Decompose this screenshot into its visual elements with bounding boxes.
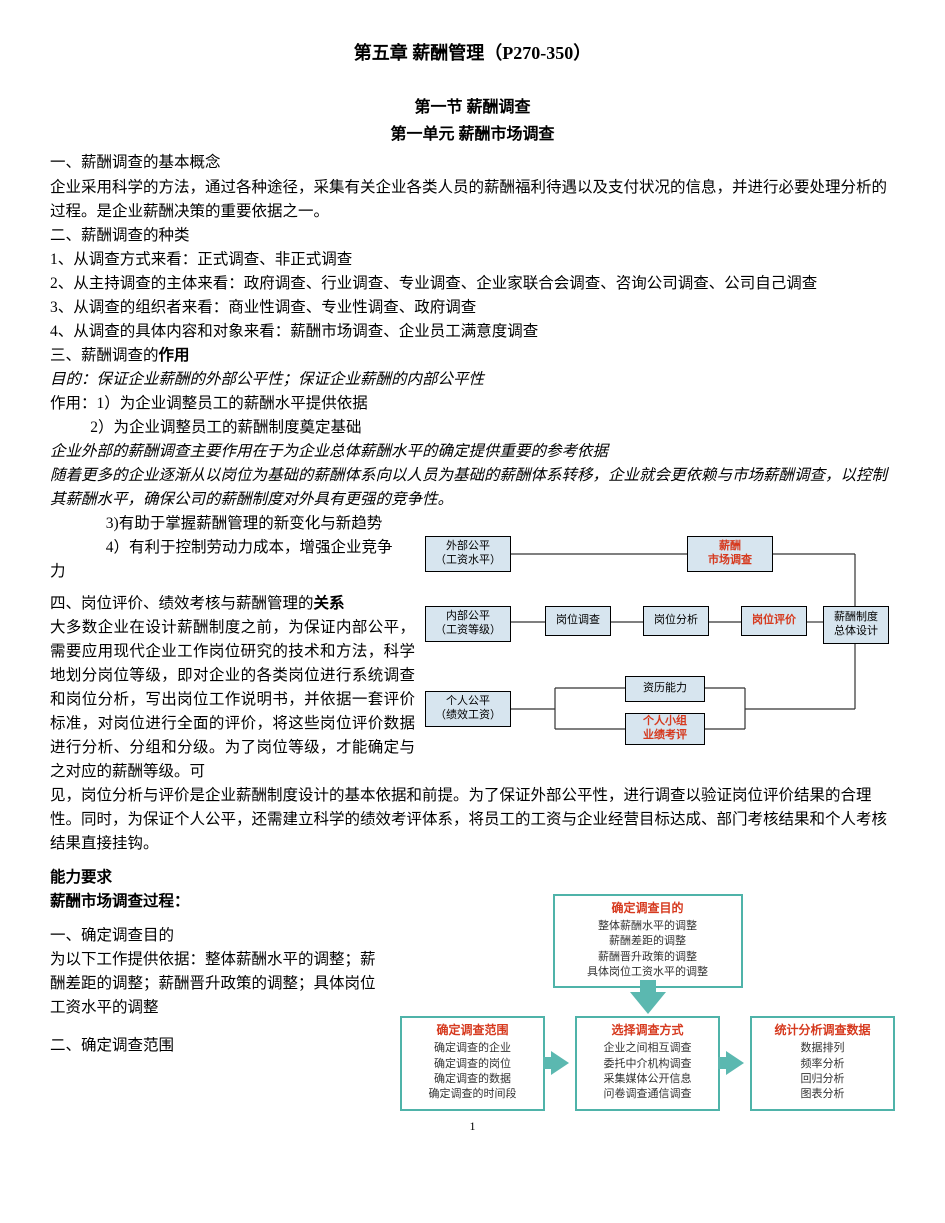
process-box-title: 选择调查方式	[583, 1022, 712, 1039]
list-item: 1、从调查方式来看：正式调查、非正式调查	[50, 248, 895, 272]
process-box-line: 委托中介机构调查	[583, 1057, 712, 1072]
heading-3-bold: 作用	[159, 347, 190, 364]
paragraph: 2）为企业调整员工的薪酬制度奠定基础	[50, 416, 895, 440]
paragraph: 大多数企业在设计薪酬制度之前，为保证内部公平，需要应用现代企业工作岗位研究的技术…	[50, 616, 415, 784]
chapter-title: 第五章 薪酬管理（P270-350）	[50, 40, 895, 68]
process-box-line: 具体岗位工资水平的调整	[561, 965, 735, 980]
process-box-line: 数据排列	[758, 1041, 887, 1056]
section-title: 第一节 薪酬调查	[50, 96, 895, 121]
spacer	[50, 584, 415, 592]
italic-paragraph: 目的：保证企业薪酬的外部公平性；保证企业薪酬的内部公平性	[50, 368, 895, 392]
process-box-line: 频率分析	[758, 1057, 887, 1072]
list-item: 2、从主持调查的主体来看：政府调查、行业调查、专业调查、企业家联合会调查、咨询公…	[50, 272, 895, 296]
flow-box-internal-fair: 内部公平（工资等级）	[425, 606, 511, 642]
italic-paragraph: 随着更多的企业逐渐从以岗位为基础的薪酬体系向以人员为基础的薪酬体系转移，企业就会…	[50, 464, 895, 512]
flow-box-job-analysis: 岗位分析	[643, 606, 709, 636]
paragraph: 力	[50, 560, 415, 584]
heading-4-text: 四、岗位评价、绩效考核与薪酬管理的	[50, 595, 314, 612]
process-box-line: 确定调查的企业	[408, 1041, 537, 1056]
arrow-right-icon	[726, 1051, 744, 1075]
heading-4: 四、岗位评价、绩效考核与薪酬管理的关系	[50, 592, 415, 616]
diagram-2: 确定调查目的 整体薪酬水平的调整 薪酬差距的调整 薪酬晋升政策的调整 具体岗位工…	[400, 890, 895, 1111]
heading-ability: 能力要求	[50, 866, 895, 890]
heading-4-bold: 关系	[314, 595, 345, 612]
process-box-line: 整体薪酬水平的调整	[561, 919, 735, 934]
text-column: 薪酬市场调查过程： 一、确定调查目的 为以下工作提供依据：整体薪酬水平的调整；薪…	[50, 890, 390, 1058]
list-item: 4、从调查的具体内容和对象来看：薪酬市场调查、企业员工满意度调查	[50, 320, 895, 344]
heading-step-1: 一、确定调查目的	[50, 924, 390, 948]
paragraph: 见，岗位分析与评价是企业薪酬制度设计的基本依据和前提。为了保证外部公平性，进行调…	[50, 784, 895, 856]
process-box-line: 问卷调查通信调查	[583, 1087, 712, 1102]
process-box-title: 确定调查范围	[408, 1022, 537, 1039]
process-box-line: 企业之间相互调查	[583, 1041, 712, 1056]
process-box-line: 薪酬晋升政策的调整	[561, 950, 735, 965]
flow-box-performance-review: 个人小组业绩考评	[625, 713, 705, 745]
text-column: 4）有利于控制劳动力成本，增强企业竞争 力 四、岗位评价、绩效考核与薪酬管理的关…	[50, 536, 415, 784]
flow-box-job-survey: 岗位调查	[545, 606, 611, 636]
unit-title: 第一单元 薪酬市场调查	[50, 123, 895, 148]
process-box-top: 确定调查目的 整体薪酬水平的调整 薪酬差距的调整 薪酬晋升政策的调整 具体岗位工…	[553, 894, 743, 988]
heading-3-text: 三、薪酬调查的	[50, 347, 159, 364]
process-box-analysis: 统计分析调查数据 数据排列 频率分析 回归分析 图表分析	[750, 1016, 895, 1110]
process-box-title: 统计分析调查数据	[758, 1022, 887, 1039]
arrow-down-icon	[400, 992, 895, 1014]
heading-process: 薪酬市场调查过程：	[50, 890, 390, 914]
process-box-method: 选择调查方式 企业之间相互调查 委托中介机构调查 采集媒体公开信息 问卷调查通信…	[575, 1016, 720, 1110]
flow-box-job-evaluation: 岗位评价	[741, 606, 807, 636]
page-number: 1	[50, 1117, 895, 1136]
document-page: 第五章 薪酬管理（P270-350） 第一节 薪酬调查 第一单元 薪酬市场调查 …	[0, 0, 945, 1155]
heading-step-2: 二、确定调查范围	[50, 1034, 390, 1058]
process-box-line: 薪酬差距的调整	[561, 934, 735, 949]
process-box-line: 图表分析	[758, 1087, 887, 1102]
flow-box-market-survey: 薪酬市场调查	[687, 536, 773, 572]
paragraph: 企业采用科学的方法，通过各种途径，采集有关企业各类人员的薪酬福利待遇以及支付状况…	[50, 176, 895, 224]
process-box-title: 确定调查目的	[561, 900, 735, 917]
arrow-right-icon	[551, 1051, 569, 1075]
flow-box-system-design: 薪酬制度总体设计	[823, 606, 889, 644]
spacer	[50, 856, 895, 866]
process-box-line: 确定调查的岗位	[408, 1057, 537, 1072]
spacer	[50, 914, 390, 924]
paragraph: 作用：1）为企业调整员工的薪酬水平提供依据	[50, 392, 895, 416]
spacer	[50, 1020, 390, 1034]
process-box-line: 回归分析	[758, 1072, 887, 1087]
process-box-line: 采集媒体公开信息	[583, 1072, 712, 1087]
row-with-diagram-1: 4）有利于控制劳动力成本，增强企业竞争 力 四、岗位评价、绩效考核与薪酬管理的关…	[50, 536, 895, 784]
paragraph: 4）有利于控制劳动力成本，增强企业竞争	[50, 536, 415, 560]
row-with-diagram-2: 薪酬市场调查过程： 一、确定调查目的 为以下工作提供依据：整体薪酬水平的调整；薪…	[50, 890, 895, 1111]
heading-3: 三、薪酬调查的作用	[50, 344, 895, 368]
process-box-line: 确定调查的时间段	[408, 1087, 537, 1102]
paragraph: 3)有助于掌握薪酬管理的新变化与新趋势	[50, 512, 895, 536]
process-flowchart: 确定调查目的 整体薪酬水平的调整 薪酬差距的调整 薪酬晋升政策的调整 具体岗位工…	[400, 890, 895, 1111]
italic-paragraph: 企业外部的薪酬调查主要作用在于为企业总体薪酬水平的确定提供重要的参考依据	[50, 440, 895, 464]
list-item: 3、从调查的组织者来看：商业性调查、专业性调查、政府调查	[50, 296, 895, 320]
process-box-scope: 确定调查范围 确定调查的企业 确定调查的岗位 确定调查的数据 确定调查的时间段	[400, 1016, 545, 1110]
diagram-1: 外部公平（工资水平） 薪酬市场调查 内部公平（工资等级） 岗位调查 岗位分析 岗…	[425, 536, 895, 761]
heading-1: 一、薪酬调查的基本概念	[50, 151, 895, 175]
relationship-flowchart: 外部公平（工资水平） 薪酬市场调查 内部公平（工资等级） 岗位调查 岗位分析 岗…	[425, 536, 895, 761]
flow-box-external-fair: 外部公平（工资水平）	[425, 536, 511, 572]
flow-box-qualification: 资历能力	[625, 676, 705, 702]
heading-2: 二、薪酬调查的种类	[50, 224, 895, 248]
paragraph: 为以下工作提供依据：整体薪酬水平的调整；薪酬差距的调整；薪酬晋升政策的调整；具体…	[50, 948, 390, 1020]
process-box-line: 确定调查的数据	[408, 1072, 537, 1087]
flow-box-personal-fair: 个人公平（绩效工资）	[425, 691, 511, 727]
